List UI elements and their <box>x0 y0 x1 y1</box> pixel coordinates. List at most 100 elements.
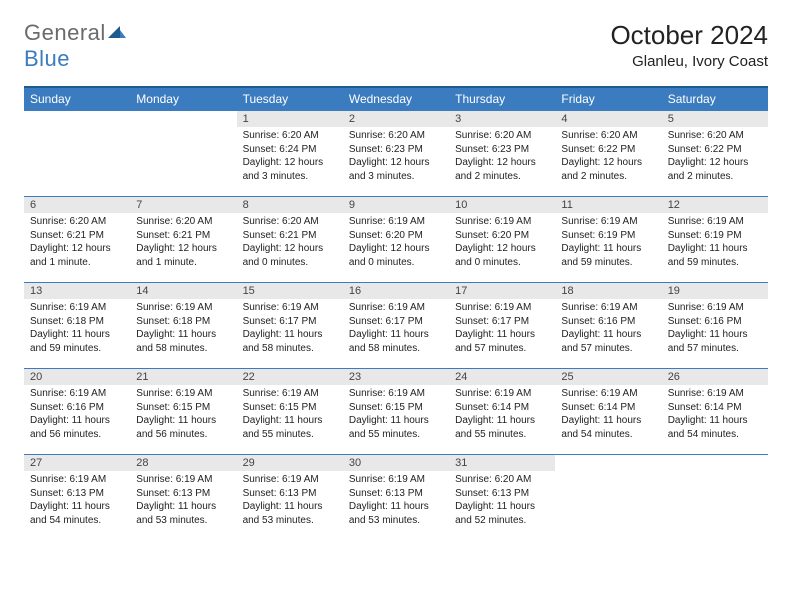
sunrise-text: Sunrise: 6:20 AM <box>455 473 549 487</box>
calendar-day-cell: 5Sunrise: 6:20 AMSunset: 6:22 PMDaylight… <box>662 111 768 197</box>
sunrise-text: Sunrise: 6:19 AM <box>30 301 124 315</box>
day-number: 31 <box>449 455 555 471</box>
day-number: 15 <box>237 283 343 299</box>
day-number: 22 <box>237 369 343 385</box>
sunrise-text: Sunrise: 6:19 AM <box>561 387 655 401</box>
daylight-text: Daylight: 11 hours and 59 minutes. <box>561 242 655 269</box>
calendar-day-cell: 18Sunrise: 6:19 AMSunset: 6:16 PMDayligh… <box>555 283 661 369</box>
day-number: 5 <box>662 111 768 127</box>
calendar-day-cell: 3Sunrise: 6:20 AMSunset: 6:23 PMDaylight… <box>449 111 555 197</box>
daylight-text: Daylight: 11 hours and 52 minutes. <box>455 500 549 527</box>
calendar-day-cell: 26Sunrise: 6:19 AMSunset: 6:14 PMDayligh… <box>662 369 768 455</box>
sunset-text: Sunset: 6:13 PM <box>349 487 443 501</box>
sunrise-text: Sunrise: 6:19 AM <box>455 215 549 229</box>
day-details: Sunrise: 6:19 AMSunset: 6:19 PMDaylight:… <box>662 213 768 273</box>
calendar-day-cell: 2Sunrise: 6:20 AMSunset: 6:23 PMDaylight… <box>343 111 449 197</box>
sunset-text: Sunset: 6:16 PM <box>30 401 124 415</box>
sunrise-text: Sunrise: 6:20 AM <box>30 215 124 229</box>
calendar-day-cell: 30Sunrise: 6:19 AMSunset: 6:13 PMDayligh… <box>343 455 449 541</box>
sunset-text: Sunset: 6:20 PM <box>349 229 443 243</box>
sunrise-text: Sunrise: 6:20 AM <box>561 129 655 143</box>
daylight-text: Daylight: 11 hours and 54 minutes. <box>30 500 124 527</box>
sunrise-text: Sunrise: 6:20 AM <box>243 215 337 229</box>
sunrise-text: Sunrise: 6:19 AM <box>136 473 230 487</box>
sunset-text: Sunset: 6:13 PM <box>243 487 337 501</box>
title-block: October 2024 Glanleu, Ivory Coast <box>610 20 768 70</box>
month-title: October 2024 <box>610 20 768 51</box>
sunrise-text: Sunrise: 6:19 AM <box>30 473 124 487</box>
day-details: Sunrise: 6:20 AMSunset: 6:24 PMDaylight:… <box>237 127 343 187</box>
sunrise-text: Sunrise: 6:19 AM <box>668 215 762 229</box>
day-number: 29 <box>237 455 343 471</box>
day-number: 26 <box>662 369 768 385</box>
day-details: Sunrise: 6:19 AMSunset: 6:16 PMDaylight:… <box>555 299 661 359</box>
sunset-text: Sunset: 6:19 PM <box>561 229 655 243</box>
calendar-day-cell: 24Sunrise: 6:19 AMSunset: 6:14 PMDayligh… <box>449 369 555 455</box>
sunrise-text: Sunrise: 6:19 AM <box>561 215 655 229</box>
sunrise-text: Sunrise: 6:19 AM <box>455 301 549 315</box>
sunset-text: Sunset: 6:17 PM <box>349 315 443 329</box>
daylight-text: Daylight: 11 hours and 54 minutes. <box>561 414 655 441</box>
calendar-day-cell: 31Sunrise: 6:20 AMSunset: 6:13 PMDayligh… <box>449 455 555 541</box>
daylight-text: Daylight: 12 hours and 3 minutes. <box>243 156 337 183</box>
sunrise-text: Sunrise: 6:20 AM <box>455 129 549 143</box>
sunrise-text: Sunrise: 6:19 AM <box>136 387 230 401</box>
sunset-text: Sunset: 6:14 PM <box>668 401 762 415</box>
calendar-day-cell: 13Sunrise: 6:19 AMSunset: 6:18 PMDayligh… <box>24 283 130 369</box>
daylight-text: Daylight: 11 hours and 57 minutes. <box>668 328 762 355</box>
day-header: Friday <box>555 87 661 111</box>
day-number: 14 <box>130 283 236 299</box>
day-header: Thursday <box>449 87 555 111</box>
daylight-text: Daylight: 11 hours and 57 minutes. <box>561 328 655 355</box>
daylight-text: Daylight: 11 hours and 55 minutes. <box>243 414 337 441</box>
sunrise-text: Sunrise: 6:19 AM <box>243 387 337 401</box>
day-details: Sunrise: 6:19 AMSunset: 6:13 PMDaylight:… <box>343 471 449 531</box>
daylight-text: Daylight: 12 hours and 0 minutes. <box>349 242 443 269</box>
day-details: Sunrise: 6:20 AMSunset: 6:13 PMDaylight:… <box>449 471 555 531</box>
sunset-text: Sunset: 6:17 PM <box>243 315 337 329</box>
day-header: Wednesday <box>343 87 449 111</box>
day-number: 17 <box>449 283 555 299</box>
calendar-day-cell: 20Sunrise: 6:19 AMSunset: 6:16 PMDayligh… <box>24 369 130 455</box>
day-header: Saturday <box>662 87 768 111</box>
day-details: Sunrise: 6:20 AMSunset: 6:21 PMDaylight:… <box>130 213 236 273</box>
calendar-day-cell: 4Sunrise: 6:20 AMSunset: 6:22 PMDaylight… <box>555 111 661 197</box>
daylight-text: Daylight: 11 hours and 53 minutes. <box>349 500 443 527</box>
daylight-text: Daylight: 11 hours and 58 minutes. <box>136 328 230 355</box>
sunrise-text: Sunrise: 6:19 AM <box>349 301 443 315</box>
logo-text-general: General <box>24 20 106 45</box>
calendar-table: Sunday Monday Tuesday Wednesday Thursday… <box>24 86 768 541</box>
day-number: 11 <box>555 197 661 213</box>
day-details: Sunrise: 6:19 AMSunset: 6:15 PMDaylight:… <box>130 385 236 445</box>
sunrise-text: Sunrise: 6:20 AM <box>136 215 230 229</box>
sunset-text: Sunset: 6:21 PM <box>243 229 337 243</box>
calendar-day-cell <box>555 455 661 541</box>
calendar-day-cell <box>662 455 768 541</box>
sunset-text: Sunset: 6:22 PM <box>561 143 655 157</box>
sunset-text: Sunset: 6:14 PM <box>455 401 549 415</box>
daylight-text: Daylight: 11 hours and 57 minutes. <box>455 328 549 355</box>
sunset-text: Sunset: 6:16 PM <box>561 315 655 329</box>
sunrise-text: Sunrise: 6:19 AM <box>349 215 443 229</box>
day-details: Sunrise: 6:19 AMSunset: 6:20 PMDaylight:… <box>449 213 555 273</box>
day-number: 6 <box>24 197 130 213</box>
sunrise-text: Sunrise: 6:19 AM <box>349 473 443 487</box>
calendar-week-row: 6Sunrise: 6:20 AMSunset: 6:21 PMDaylight… <box>24 197 768 283</box>
sunrise-text: Sunrise: 6:19 AM <box>243 473 337 487</box>
day-details: Sunrise: 6:19 AMSunset: 6:19 PMDaylight:… <box>555 213 661 273</box>
sunset-text: Sunset: 6:24 PM <box>243 143 337 157</box>
sunrise-text: Sunrise: 6:20 AM <box>349 129 443 143</box>
daylight-text: Daylight: 11 hours and 55 minutes. <box>349 414 443 441</box>
calendar-day-cell: 14Sunrise: 6:19 AMSunset: 6:18 PMDayligh… <box>130 283 236 369</box>
daylight-text: Daylight: 12 hours and 2 minutes. <box>561 156 655 183</box>
calendar-day-cell: 28Sunrise: 6:19 AMSunset: 6:13 PMDayligh… <box>130 455 236 541</box>
calendar-week-row: 1Sunrise: 6:20 AMSunset: 6:24 PMDaylight… <box>24 111 768 197</box>
logo: GeneralBlue <box>24 20 126 72</box>
calendar-day-cell: 17Sunrise: 6:19 AMSunset: 6:17 PMDayligh… <box>449 283 555 369</box>
day-details: Sunrise: 6:20 AMSunset: 6:22 PMDaylight:… <box>555 127 661 187</box>
daylight-text: Daylight: 11 hours and 55 minutes. <box>455 414 549 441</box>
sunrise-text: Sunrise: 6:19 AM <box>349 387 443 401</box>
sunset-text: Sunset: 6:15 PM <box>136 401 230 415</box>
sunset-text: Sunset: 6:23 PM <box>455 143 549 157</box>
calendar-day-cell: 29Sunrise: 6:19 AMSunset: 6:13 PMDayligh… <box>237 455 343 541</box>
